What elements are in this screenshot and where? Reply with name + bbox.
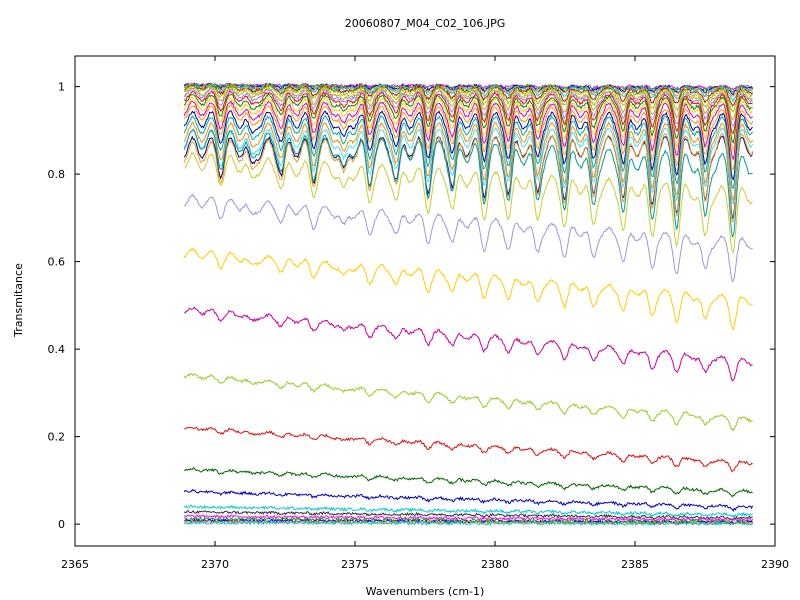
series-line	[183, 372, 753, 432]
series-line	[183, 504, 753, 519]
series-line	[184, 514, 754, 523]
x-axis: 2365 2370 2375 2380 2385 2390	[61, 56, 789, 571]
x-tick-label: 2375	[341, 558, 369, 571]
series-group	[183, 82, 754, 526]
x-tick-label: 2385	[621, 558, 649, 571]
x-axis-title: Wavenumbers (cm-1)	[366, 585, 485, 598]
series-line	[183, 83, 753, 103]
series-line	[183, 87, 754, 128]
series-line	[184, 467, 753, 498]
series-line	[183, 90, 753, 135]
x-tick-label: 2370	[201, 558, 229, 571]
series-line	[184, 193, 753, 283]
series-line	[183, 86, 753, 121]
series-line	[183, 100, 753, 161]
series-line	[184, 306, 753, 382]
series-line	[183, 520, 754, 526]
series-line	[183, 96, 753, 153]
series-line	[183, 121, 754, 203]
y-tick-label: 0.2	[48, 431, 66, 444]
x-tick-label: 2380	[481, 558, 509, 571]
y-tick-label: 0.6	[48, 256, 66, 269]
series-line	[183, 510, 753, 520]
series-line	[184, 151, 753, 254]
chart-title: 20060807_M04_C02_106.JPG	[345, 17, 506, 30]
series-line	[183, 132, 754, 223]
x-tick-label: 2365	[61, 558, 89, 571]
series-line	[183, 114, 754, 190]
series-line	[183, 488, 754, 512]
series-line	[184, 84, 753, 107]
y-axis: 0 0.2 0.4 0.6 0.8 1	[48, 81, 775, 531]
series-line	[184, 84, 754, 113]
series-line	[183, 109, 753, 181]
y-tick-label: 1	[58, 81, 65, 94]
series-line	[183, 104, 754, 170]
series-line	[183, 128, 753, 238]
series-line	[183, 247, 753, 331]
plot-frame	[74, 55, 776, 547]
y-tick-label: 0	[58, 518, 65, 531]
y-tick-label: 0.8	[48, 168, 66, 181]
x-tick-label: 2390	[761, 558, 789, 571]
series-line	[183, 134, 754, 220]
series-line	[183, 82, 754, 96]
series-line	[183, 82, 753, 91]
y-tick-label: 0.4	[48, 343, 66, 356]
series-line	[184, 426, 753, 473]
y-axis-title: Transmitance	[12, 263, 25, 338]
series-line	[183, 93, 753, 144]
series-line	[183, 126, 754, 205]
